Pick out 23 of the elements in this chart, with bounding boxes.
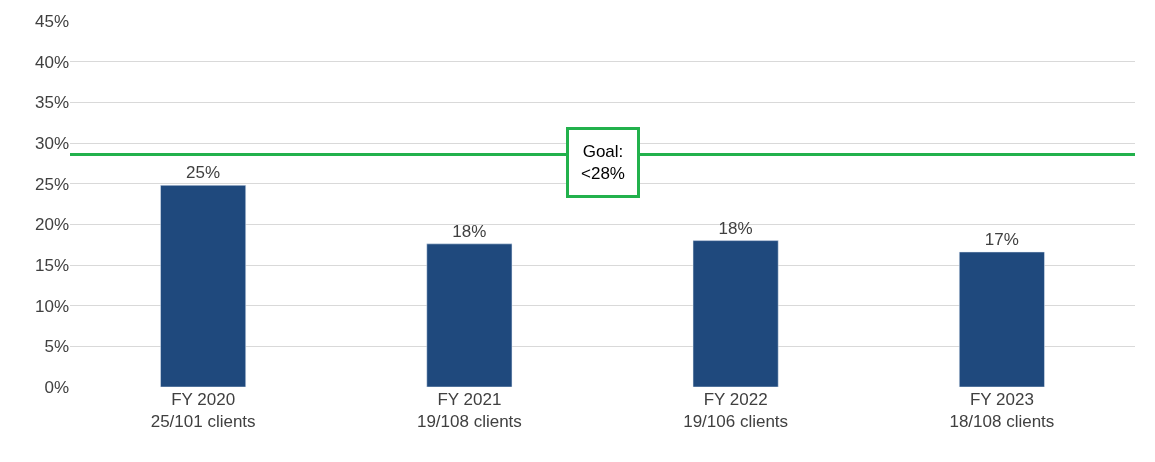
y-tick-label: 20% (34, 215, 69, 235)
bar (160, 185, 246, 387)
x-tick-label: FY 2023 18/108 clients (949, 390, 1055, 432)
ref-line-label: Goal: <28% (581, 142, 625, 184)
y-tick-label: 45% (34, 11, 69, 31)
y-tick-label: 5% (44, 337, 69, 357)
bar (692, 240, 779, 387)
data-label: 18% (718, 218, 753, 238)
y-tick-label: 10% (34, 296, 69, 316)
y-tick-label: 30% (34, 133, 69, 153)
y-tick-label: 40% (34, 52, 69, 72)
bar (959, 251, 1045, 387)
data-label: 25% (186, 163, 221, 183)
data-label: 18% (452, 221, 487, 241)
data-label: 17% (984, 229, 1019, 249)
y-tick-label: 15% (34, 255, 69, 275)
x-tick-label: FY 2022 19/106 clients (683, 390, 789, 432)
x-tick-label: FY 2020 25/101 clients (150, 390, 256, 432)
bar (426, 243, 513, 387)
y-tick-label: 25% (34, 174, 69, 194)
y-tick-label: 0% (44, 377, 69, 397)
x-tick-label: FY 2021 19/108 clients (416, 390, 522, 432)
y-tick-label: 35% (34, 93, 69, 113)
